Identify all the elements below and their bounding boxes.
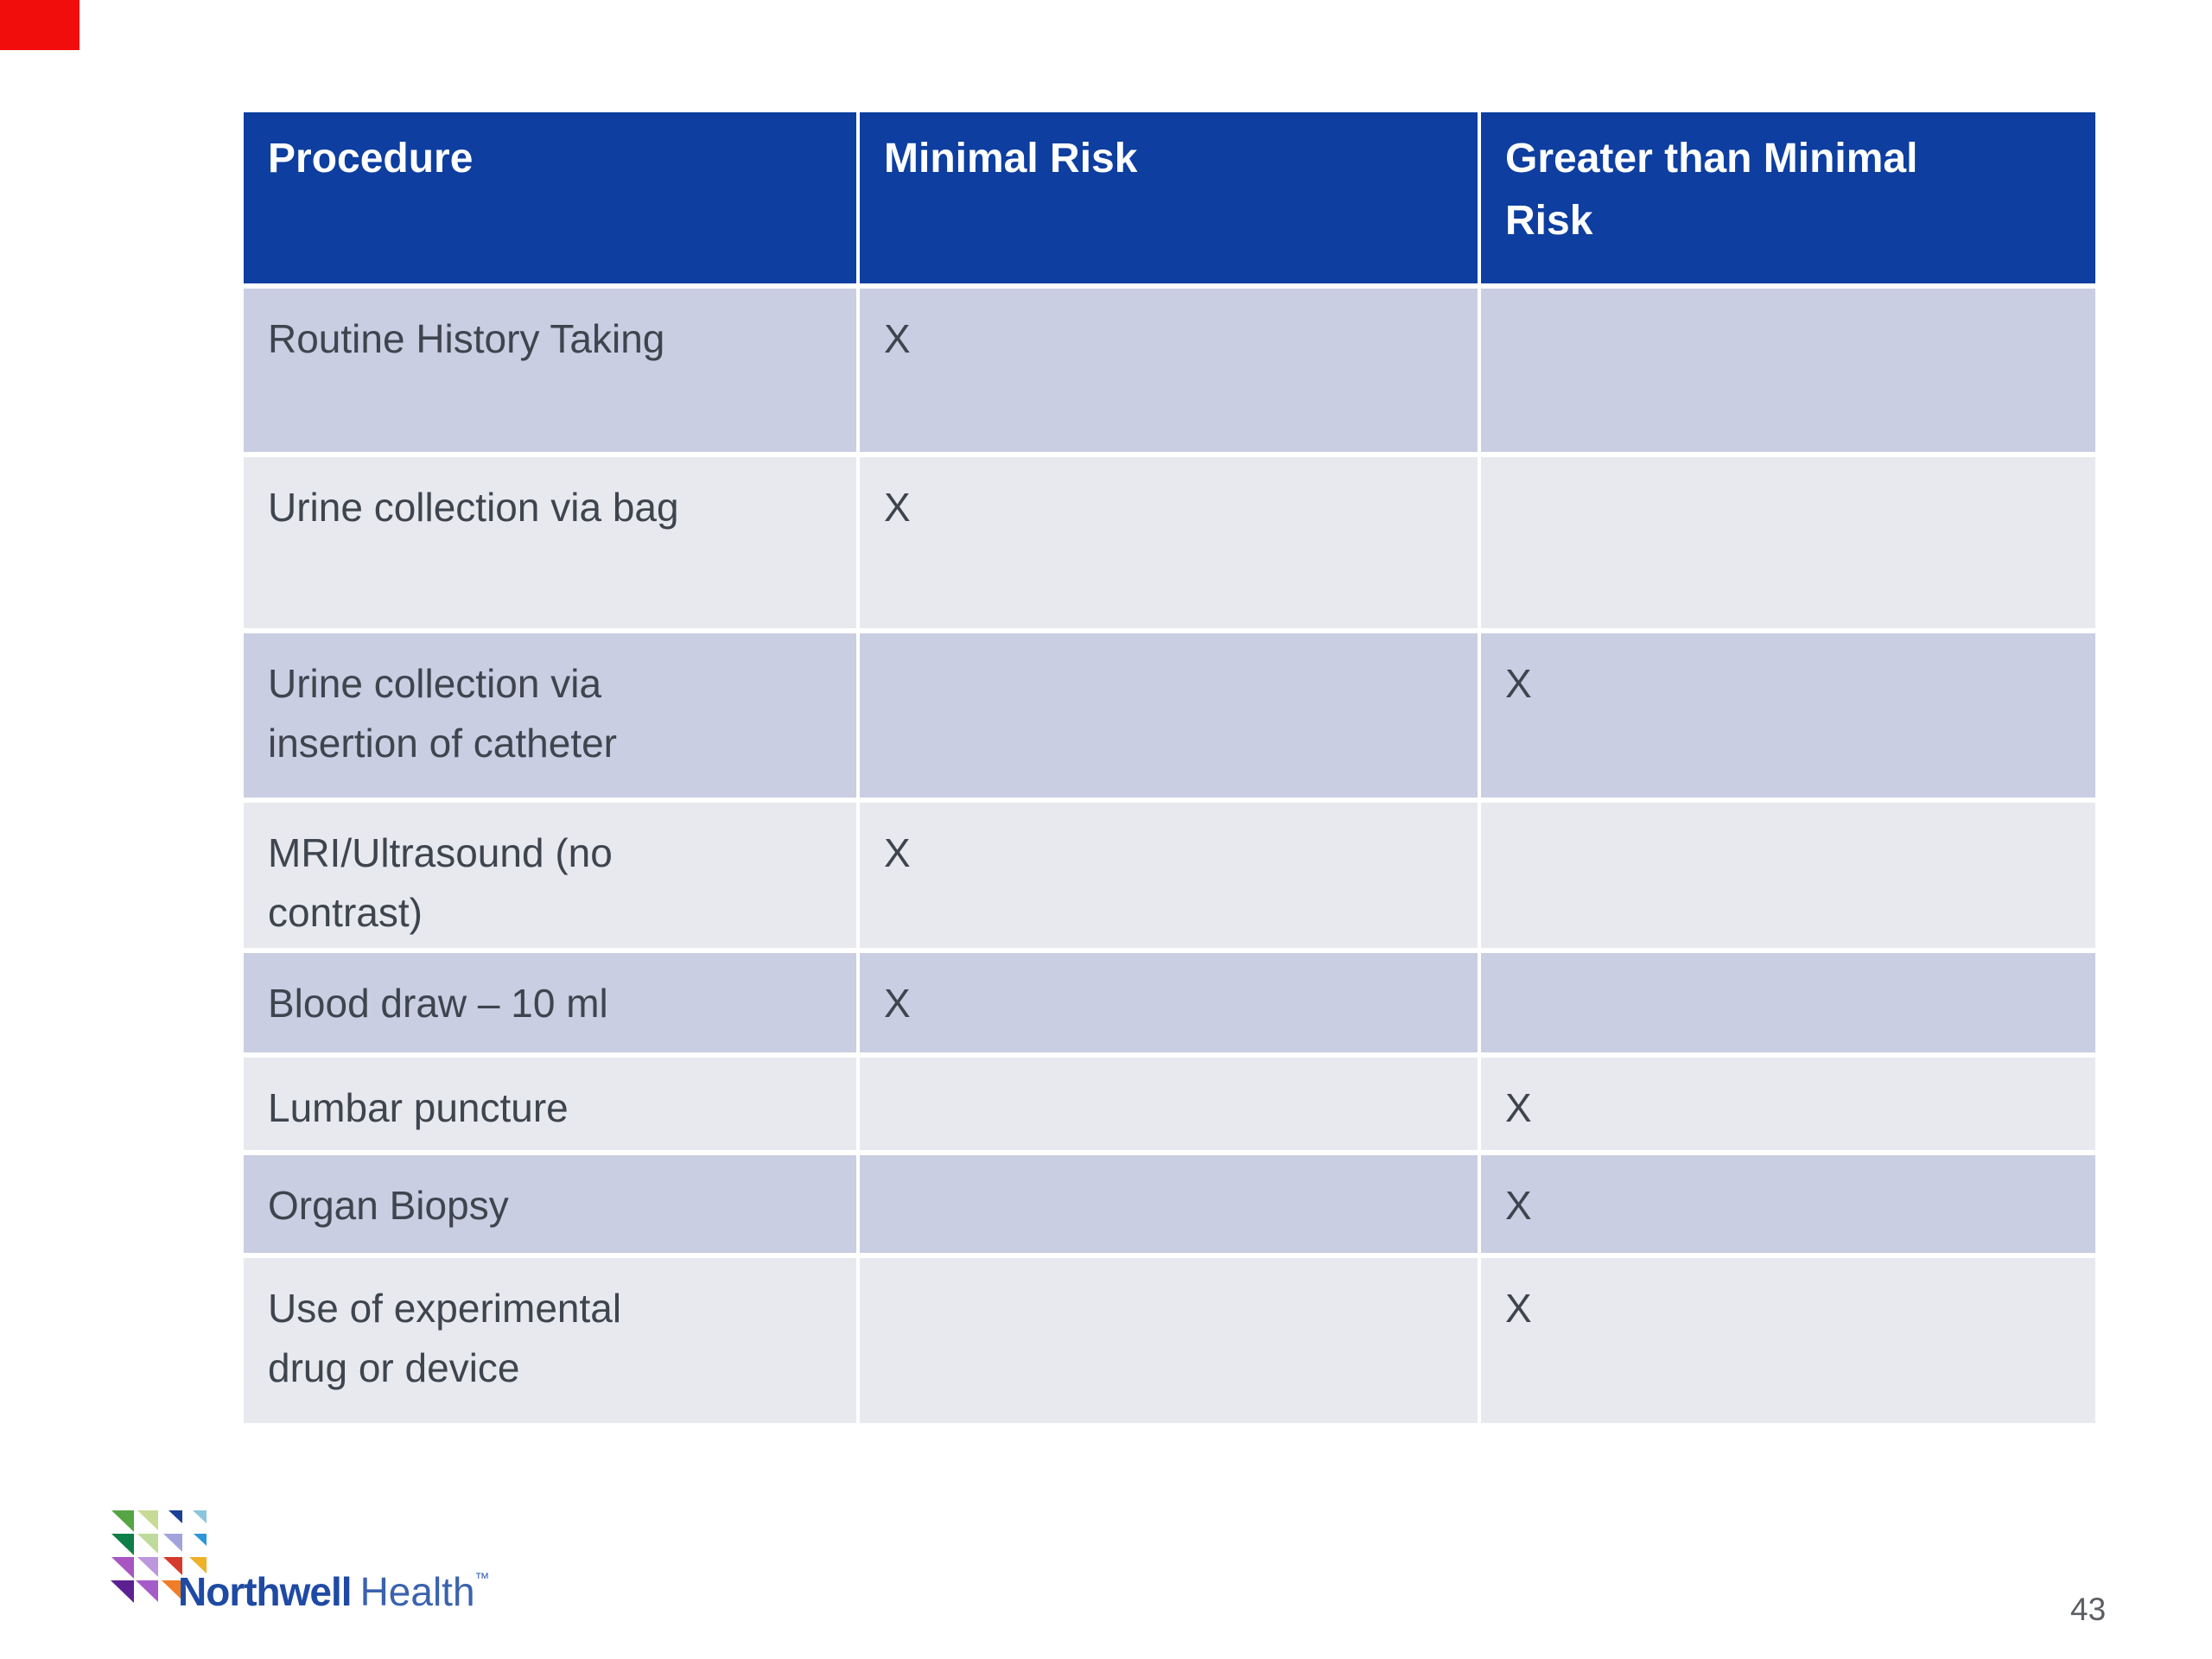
cell-greater-than-minimal-risk: X (1481, 1258, 2095, 1423)
cell-procedure: Use of experimental drug or device (244, 1258, 856, 1423)
northwell-logo-icon (111, 1510, 209, 1604)
column-header-minimal-risk: Minimal Risk (860, 112, 1478, 283)
cell-minimal-risk (860, 1058, 1478, 1150)
column-header-procedure: Procedure (244, 112, 856, 283)
logo-triangle (193, 1510, 207, 1523)
cell-minimal-risk (860, 1258, 1478, 1423)
cell-greater-than-minimal-risk: X (1481, 1058, 2095, 1150)
logo-triangle (163, 1534, 182, 1552)
cell-minimal-risk (860, 1155, 1478, 1253)
logo-brand-name: Northwell (178, 1569, 353, 1614)
logo-triangle (111, 1534, 134, 1555)
cell-minimal-risk: X (860, 457, 1478, 628)
cell-procedure: Blood draw – 10 ml (244, 953, 856, 1052)
cell-greater-than-minimal-risk: X (1481, 633, 2095, 798)
logo-triangle (111, 1557, 134, 1579)
logo-triangle (137, 1534, 158, 1554)
cell-minimal-risk (860, 633, 1478, 798)
logo-triangle (194, 1534, 207, 1546)
cell-greater-than-minimal-risk (1481, 457, 2095, 628)
page-number: 43 (2070, 1592, 2107, 1627)
logo-triangle (168, 1510, 182, 1523)
cell-procedure: Organ Biopsy (244, 1155, 856, 1253)
risk-table: Procedure Minimal Risk Greater than Mini… (244, 112, 2095, 1423)
northwell-logo-wordmark: Northwell Health™ (178, 1570, 490, 1614)
cell-procedure: MRI/Ultrasound (no contrast) (244, 803, 856, 948)
cell-procedure: Urine collection via bag (244, 457, 856, 628)
red-marker (0, 0, 79, 50)
logo-brand-suffix: Health (359, 1569, 475, 1614)
logo-triangle (111, 1510, 134, 1532)
cell-greater-than-minimal-risk: X (1481, 1155, 2095, 1253)
cell-procedure: Lumbar puncture (244, 1058, 856, 1150)
column-header-greater-than-minimal-risk: Greater than Minimal Risk (1481, 112, 2095, 283)
cell-minimal-risk: X (860, 953, 1478, 1052)
logo-triangle (137, 1510, 158, 1530)
cell-greater-than-minimal-risk (1481, 289, 2095, 452)
cell-minimal-risk: X (860, 289, 1478, 452)
cell-greater-than-minimal-risk (1481, 803, 2095, 948)
logo-triangle (136, 1580, 158, 1602)
trademark-symbol: ™ (474, 1570, 490, 1586)
cell-minimal-risk: X (860, 803, 1478, 948)
logo-triangle (137, 1557, 158, 1577)
cell-greater-than-minimal-risk (1481, 953, 2095, 1052)
cell-procedure: Urine collection via insertion of cathet… (244, 633, 856, 798)
cell-procedure: Routine History Taking (244, 289, 856, 452)
logo-triangle (111, 1580, 134, 1603)
